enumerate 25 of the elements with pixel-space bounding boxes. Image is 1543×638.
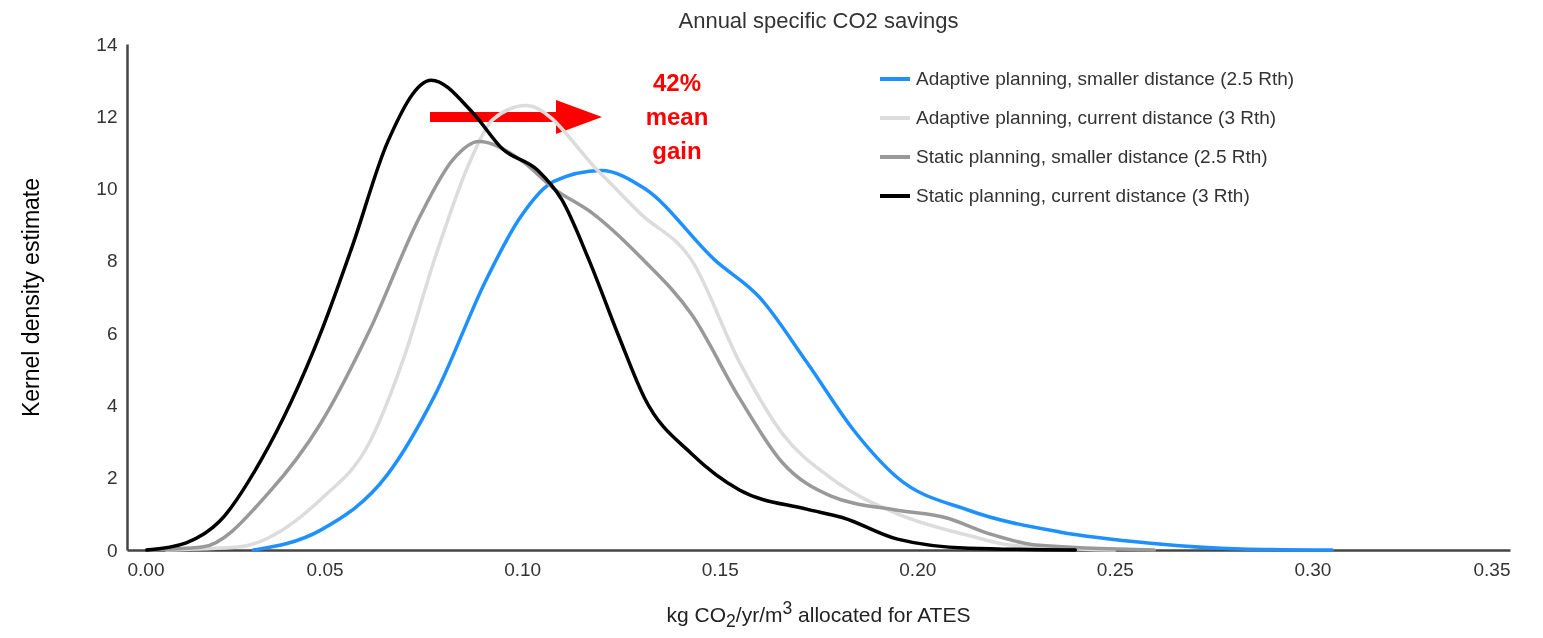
x-tick-label: 0.15 <box>701 558 739 580</box>
y-tick-label: 6 <box>106 322 118 344</box>
x-tick-label: 0.30 <box>1294 558 1332 580</box>
legend-label: Static planning, smaller distance (2.5 Rth) <box>916 146 1268 167</box>
y-axis-title: Kernel density estimate <box>18 177 45 418</box>
x-tick-label: 0.10 <box>504 558 542 580</box>
y-tick-label: 10 <box>96 178 118 200</box>
y-tick-label: 2 <box>106 467 118 489</box>
x-tick-label: 0.05 <box>306 558 344 580</box>
y-tick-label: 4 <box>106 394 118 416</box>
legend-label: Static planning, current distance (3 Rth) <box>916 185 1250 206</box>
x-tick-label: 0.35 <box>1473 558 1511 580</box>
y-tick-label: 0 <box>106 539 118 561</box>
y-tick-label: 12 <box>96 105 118 127</box>
chart-title: Annual specific CO2 savings <box>678 8 959 33</box>
line-series <box>251 168 1334 552</box>
y-tick-label: 8 <box>106 250 118 272</box>
legend-label: Adaptive planning, current distance (3 Rth) <box>916 107 1277 128</box>
legend-label: Adaptive planning, smaller distance (2.5 Rth) <box>916 68 1295 89</box>
y-tick-label: 14 <box>96 33 118 55</box>
x-tick-label: 0.20 <box>899 558 937 580</box>
x-axis-title: kg CO$_{2}$/yr/m$^{3}$ allocated for ATES <box>665 598 972 633</box>
annotation: 42% mean gain <box>644 68 710 166</box>
x-tick-label: 0.25 <box>1096 558 1134 580</box>
x-tick-label: 0.00 <box>127 558 165 580</box>
